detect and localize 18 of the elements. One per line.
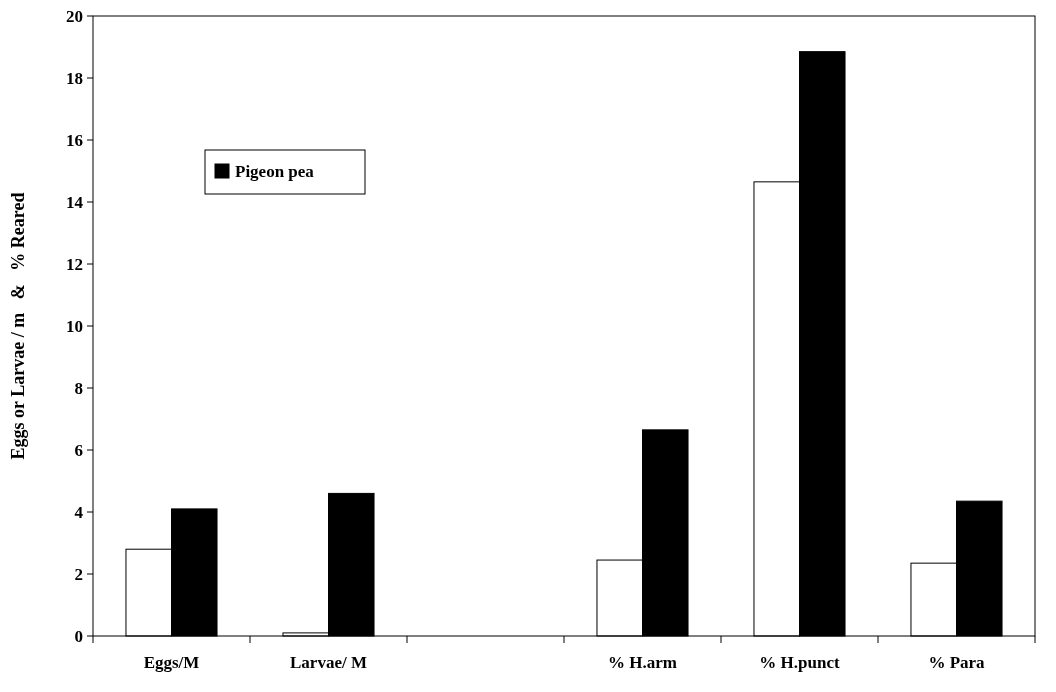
y-tick-label: 14 — [66, 192, 84, 212]
y-axis-title: Eggs or Larvae / m & % Reared — [8, 192, 28, 460]
y-tick-label: 4 — [74, 502, 84, 522]
x-tick-label: % Para — [928, 653, 986, 672]
y-tick-label: 10 — [66, 316, 83, 336]
x-tick-label: Larvae/ M — [290, 653, 367, 672]
y-tick-label: 20 — [66, 6, 83, 26]
legend-label: Pigeon pea — [235, 161, 315, 181]
x-tick-label: % H.punct — [759, 653, 840, 672]
y-tick-label: 16 — [66, 130, 83, 150]
y-tick-label: 8 — [74, 378, 83, 398]
y-tick-label: 6 — [74, 440, 83, 460]
y-tick-label: 12 — [66, 254, 83, 274]
y-tick-label: 2 — [74, 564, 83, 584]
y-tick-label: 18 — [66, 68, 83, 88]
x-tick-label: % H.arm — [608, 653, 677, 672]
y-tick-label: 0 — [74, 626, 83, 646]
x-tick-label: Eggs/M — [143, 653, 200, 672]
